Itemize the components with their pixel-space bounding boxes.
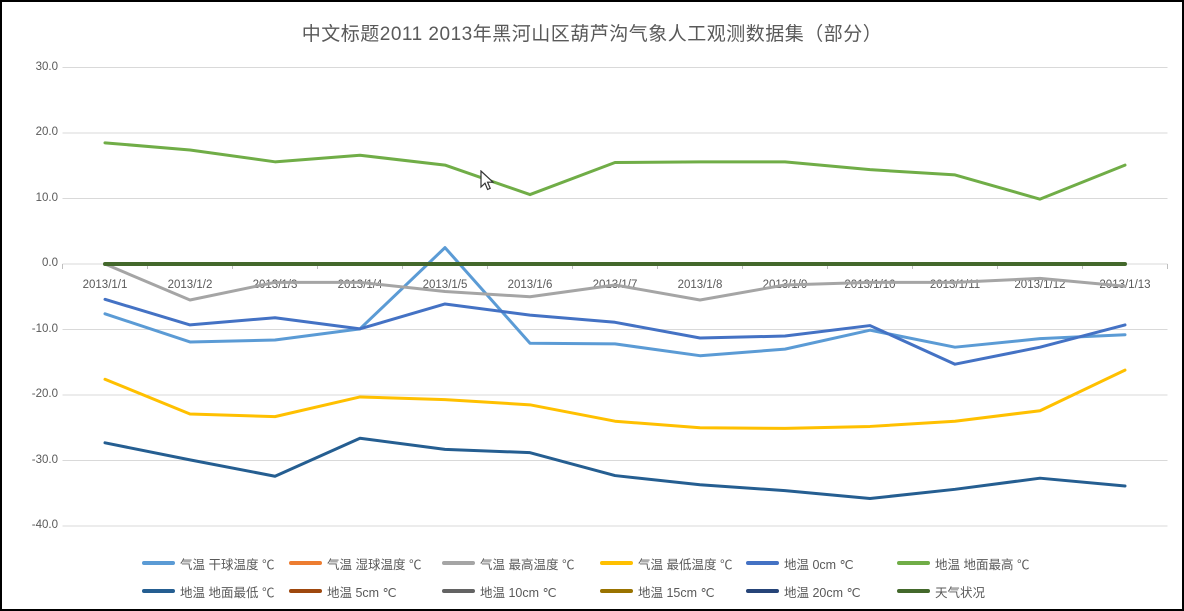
legend-label: 天气状况 [935,585,986,600]
legend-item-3[interactable]: 气温 最低温度 ℃ [600,555,733,572]
legend-item-2[interactable]: 气温 最高温度 ℃ [442,555,575,572]
series-line-5[interactable] [103,141,1127,201]
legend-label: 地温 10cm ℃ [480,585,557,600]
x-tick-label: 2013/1/12 [1014,279,1066,291]
legend-swatch-icon [142,561,175,565]
series-line-0[interactable] [103,246,1127,358]
legend-label: 气温 湿球温度 ℃ [327,557,422,572]
legend-label: 地温 地面最低 ℃ [180,585,275,600]
legend-item-11[interactable]: 天气状况 [897,583,986,600]
series-line-2[interactable] [103,262,1127,302]
legend-label: 地温 20cm ℃ [784,585,861,600]
series-line-6[interactable] [103,436,1127,500]
legend-swatch-icon [289,561,322,565]
x-tick-label: 2013/1/5 [422,279,468,291]
legend-item-9[interactable]: 地温 15cm ℃ [600,583,715,600]
legend-label: 地温 15cm ℃ [638,585,715,600]
chart-title: 中文标题2011 2013年黑河山区葫芦沟气象人工观测数据集（部分） [301,24,883,45]
x-tick-label: 2013/1/1 [82,279,128,291]
legend-label: 气温 最低温度 ℃ [638,557,733,572]
legend-item-7[interactable]: 地温 5cm ℃ [289,583,397,600]
legend-label: 气温 干球温度 ℃ [180,557,275,572]
legend-item-4[interactable]: 地温 0cm ℃ [746,555,854,572]
y-tick-label: -40.0 [31,519,58,531]
x-tick-label: 2013/1/6 [507,279,553,291]
legend-label: 气温 最高温度 ℃ [480,557,575,572]
x-tick-label: 2013/1/2 [167,279,213,291]
legend-swatch-icon [897,589,930,593]
legend-swatch-icon [600,561,633,565]
legend-label: 地温 地面最高 ℃ [935,557,1030,572]
legend-swatch-icon [600,589,633,593]
legend-swatch-icon [289,589,322,593]
legend-swatch-icon [442,561,475,565]
legend-swatch-icon [746,561,779,565]
y-tick-label: -30.0 [31,453,58,466]
y-tick-label: 30.0 [35,60,58,73]
legend-item-6[interactable]: 地温 地面最低 ℃ [142,583,275,600]
y-tick-label: 10.0 [35,191,58,204]
legend-label: 地温 5cm ℃ [327,585,397,600]
y-tick-label: -10.0 [31,322,58,335]
x-tick-label: 2013/1/8 [677,279,723,291]
series-line-3[interactable] [103,368,1127,430]
legend-swatch-icon [897,561,930,565]
legend-item-1[interactable]: 气温 湿球温度 ℃ [289,555,422,572]
legend-item-0[interactable]: 气温 干球温度 ℃ [142,555,275,572]
legend-item-10[interactable]: 地温 20cm ℃ [746,583,861,600]
legend-label: 地温 0cm ℃ [784,557,854,572]
legend-item-5[interactable]: 地温 地面最高 ℃ [897,555,1030,572]
legend-swatch-icon [442,589,475,593]
y-tick-label: -20.0 [31,388,58,400]
series-line-4[interactable] [103,297,1127,366]
y-tick-label: 0.0 [42,257,58,269]
legend-swatch-icon [142,589,175,593]
legend-swatch-icon [746,589,779,593]
y-tick-label: 20.0 [35,126,58,138]
legend-item-8[interactable]: 地温 10cm ℃ [442,583,557,600]
